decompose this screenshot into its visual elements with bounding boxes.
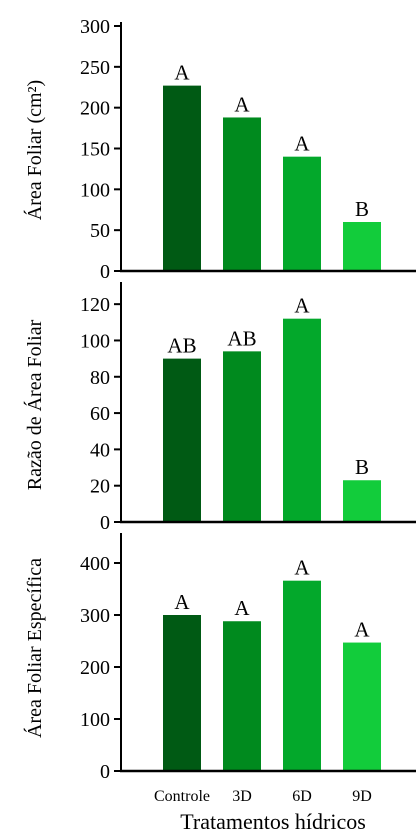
y-tick-label: 60: [90, 403, 110, 425]
x-tick-label: 3D: [232, 788, 252, 805]
bar-6d: [283, 156, 321, 271]
significance-letter: A: [234, 92, 250, 116]
y-tick-label: 0: [100, 512, 110, 534]
y-tick-label: 20: [90, 476, 110, 498]
y-tick-label: 50: [90, 220, 110, 242]
y-tick-label: 400: [80, 553, 110, 575]
y-axis-title: Razão de Área Foliar: [23, 319, 46, 490]
significance-letter: AB: [167, 334, 196, 358]
y-tick-label: 80: [90, 367, 110, 389]
x-axis-title: Tratamentos hídricos: [180, 809, 366, 834]
y-tick-label: 100: [80, 179, 110, 201]
significance-letter: B: [355, 197, 369, 221]
significance-letter: A: [294, 556, 310, 580]
y-tick-label: 300: [80, 605, 110, 627]
y-tick-label: 100: [80, 709, 110, 731]
bar-9d: [343, 222, 381, 271]
y-tick-label: 250: [80, 57, 110, 79]
bar-controle: [163, 358, 201, 522]
x-tick-label: 6D: [292, 788, 312, 805]
significance-letter: B: [355, 455, 369, 479]
y-tick-label: 150: [80, 139, 110, 161]
y-tick-label: 0: [100, 261, 110, 283]
significance-letter: A: [234, 596, 250, 620]
bar-controle: [163, 615, 201, 771]
y-tick-label: 100: [80, 330, 110, 352]
bar-3d: [223, 621, 261, 771]
bar-3d: [223, 117, 261, 271]
significance-letter: A: [294, 132, 310, 156]
y-tick-label: 300: [80, 16, 110, 38]
y-axis-title: Área Foliar (cm²): [23, 80, 46, 220]
significance-letter: AB: [227, 326, 256, 350]
y-tick-label: 200: [80, 657, 110, 679]
bar-9d: [343, 642, 381, 771]
x-tick-label: Controle: [154, 788, 210, 805]
significance-letter: A: [174, 590, 190, 614]
bar-controle: [163, 85, 201, 271]
y-tick-label: 40: [90, 439, 110, 461]
bar-9d: [343, 480, 381, 522]
y-tick-label: 200: [80, 98, 110, 120]
significance-letter: A: [294, 294, 310, 318]
bar-6d: [283, 318, 321, 522]
bar-6d: [283, 580, 321, 771]
y-tick-label: 0: [100, 761, 110, 783]
y-axis-title: Área Foliar Específica: [23, 558, 46, 738]
y-tick-label: 120: [80, 294, 110, 316]
significance-letter: A: [174, 61, 190, 85]
bar-3d: [223, 351, 261, 522]
x-tick-label: 9D: [352, 788, 372, 805]
significance-letter: A: [354, 618, 370, 642]
